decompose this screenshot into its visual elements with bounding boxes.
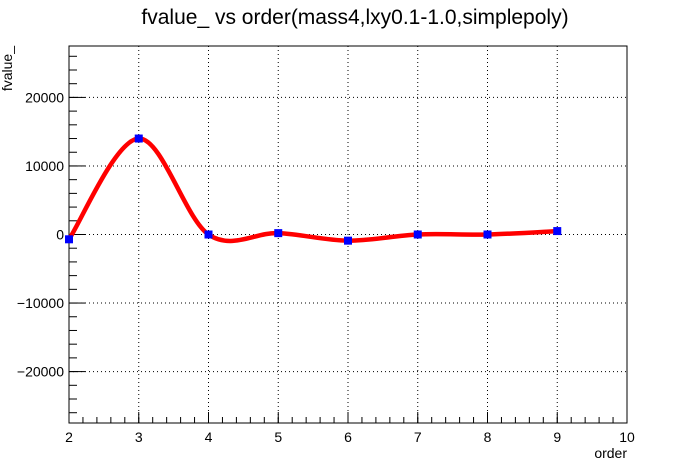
x-tick-label: 4 bbox=[205, 429, 213, 445]
x-tick-label: 8 bbox=[484, 429, 492, 445]
y-tick-label: 20000 bbox=[25, 89, 64, 105]
y-axis-title: fvalue_ bbox=[0, 46, 15, 91]
x-tick-label: 5 bbox=[274, 429, 282, 445]
x-tick-label: 9 bbox=[553, 429, 561, 445]
x-tick-label: 7 bbox=[414, 429, 422, 445]
grid bbox=[69, 46, 627, 423]
y-tick-label: −10000 bbox=[17, 295, 64, 311]
x-tick-label: 2 bbox=[65, 429, 73, 445]
x-axis-title: order bbox=[594, 445, 627, 461]
y-tick-label: −20000 bbox=[17, 364, 64, 380]
series-curve bbox=[66, 136, 560, 244]
data-markers bbox=[65, 134, 562, 245]
x-tick-label: 3 bbox=[135, 429, 143, 445]
data-point bbox=[204, 230, 213, 239]
x-tick-labels: 2 3 4 5 6 7 8 9 10 bbox=[65, 429, 635, 445]
data-point bbox=[553, 227, 562, 236]
x-tick-label: 6 bbox=[344, 429, 352, 445]
data-point bbox=[274, 229, 283, 238]
data-point bbox=[483, 230, 492, 239]
y-tick-label: 10000 bbox=[25, 158, 64, 174]
data-point bbox=[413, 230, 422, 239]
x-tick-label: 10 bbox=[619, 429, 635, 445]
y-tick-label: 0 bbox=[56, 227, 64, 243]
y-tick-labels: −20000 −10000 0 10000 20000 bbox=[17, 89, 64, 379]
data-point bbox=[65, 235, 73, 244]
data-point bbox=[134, 134, 143, 143]
chart-title: fvalue_ vs order(mass4,lxy0.1-1.0,simple… bbox=[141, 6, 568, 29]
axis-ticks bbox=[68, 55, 628, 423]
data-point bbox=[344, 236, 352, 245]
